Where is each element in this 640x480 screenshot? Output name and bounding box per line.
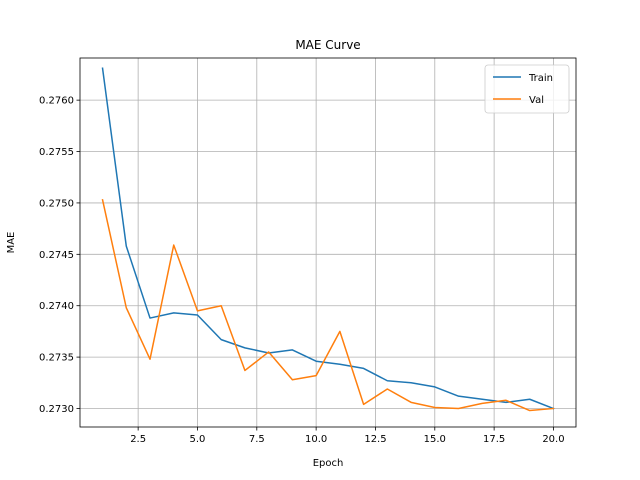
legend-label-val: Val xyxy=(529,95,544,106)
series-line-train xyxy=(101,67,555,410)
x-axis-label: Epoch xyxy=(313,458,344,469)
grid xyxy=(80,58,576,427)
axis-ticks: 2.5 5.0 7.5 10.0 12.5 15.0 17.5 20.0 0.2730 0.273… xyxy=(39,96,565,445)
y-tick-label: 0.2730 xyxy=(39,404,74,415)
y-tick-label: 0.2740 xyxy=(39,301,74,312)
series-lines xyxy=(101,67,555,412)
legend: Train Val xyxy=(484,64,570,114)
x-tick-label: 12.5 xyxy=(364,434,386,445)
y-tick-label: 0.2745 xyxy=(39,250,74,261)
y-axis-label: MAE xyxy=(6,232,17,254)
series-line-val xyxy=(101,198,555,412)
plot-frame xyxy=(79,57,577,428)
y-tick-label: 0.2735 xyxy=(39,353,74,364)
x-tick-label: 17.5 xyxy=(483,434,505,445)
y-tick-label: 0.2755 xyxy=(39,147,74,158)
x-tick-label: 20.0 xyxy=(542,434,564,445)
x-tick-label: 15.0 xyxy=(424,434,446,445)
y-tick-label: 0.2750 xyxy=(39,198,74,209)
chart-title: MAE Curve xyxy=(295,38,360,52)
x-tick-label: 10.0 xyxy=(305,434,327,445)
x-tick-label: 2.5 xyxy=(130,434,146,445)
legend-box xyxy=(484,64,570,114)
x-tick-label: 7.5 xyxy=(249,434,265,445)
x-tick-label: 5.0 xyxy=(190,434,206,445)
y-tick-label: 0.2760 xyxy=(39,96,74,107)
legend-label-train: Train xyxy=(528,73,553,84)
